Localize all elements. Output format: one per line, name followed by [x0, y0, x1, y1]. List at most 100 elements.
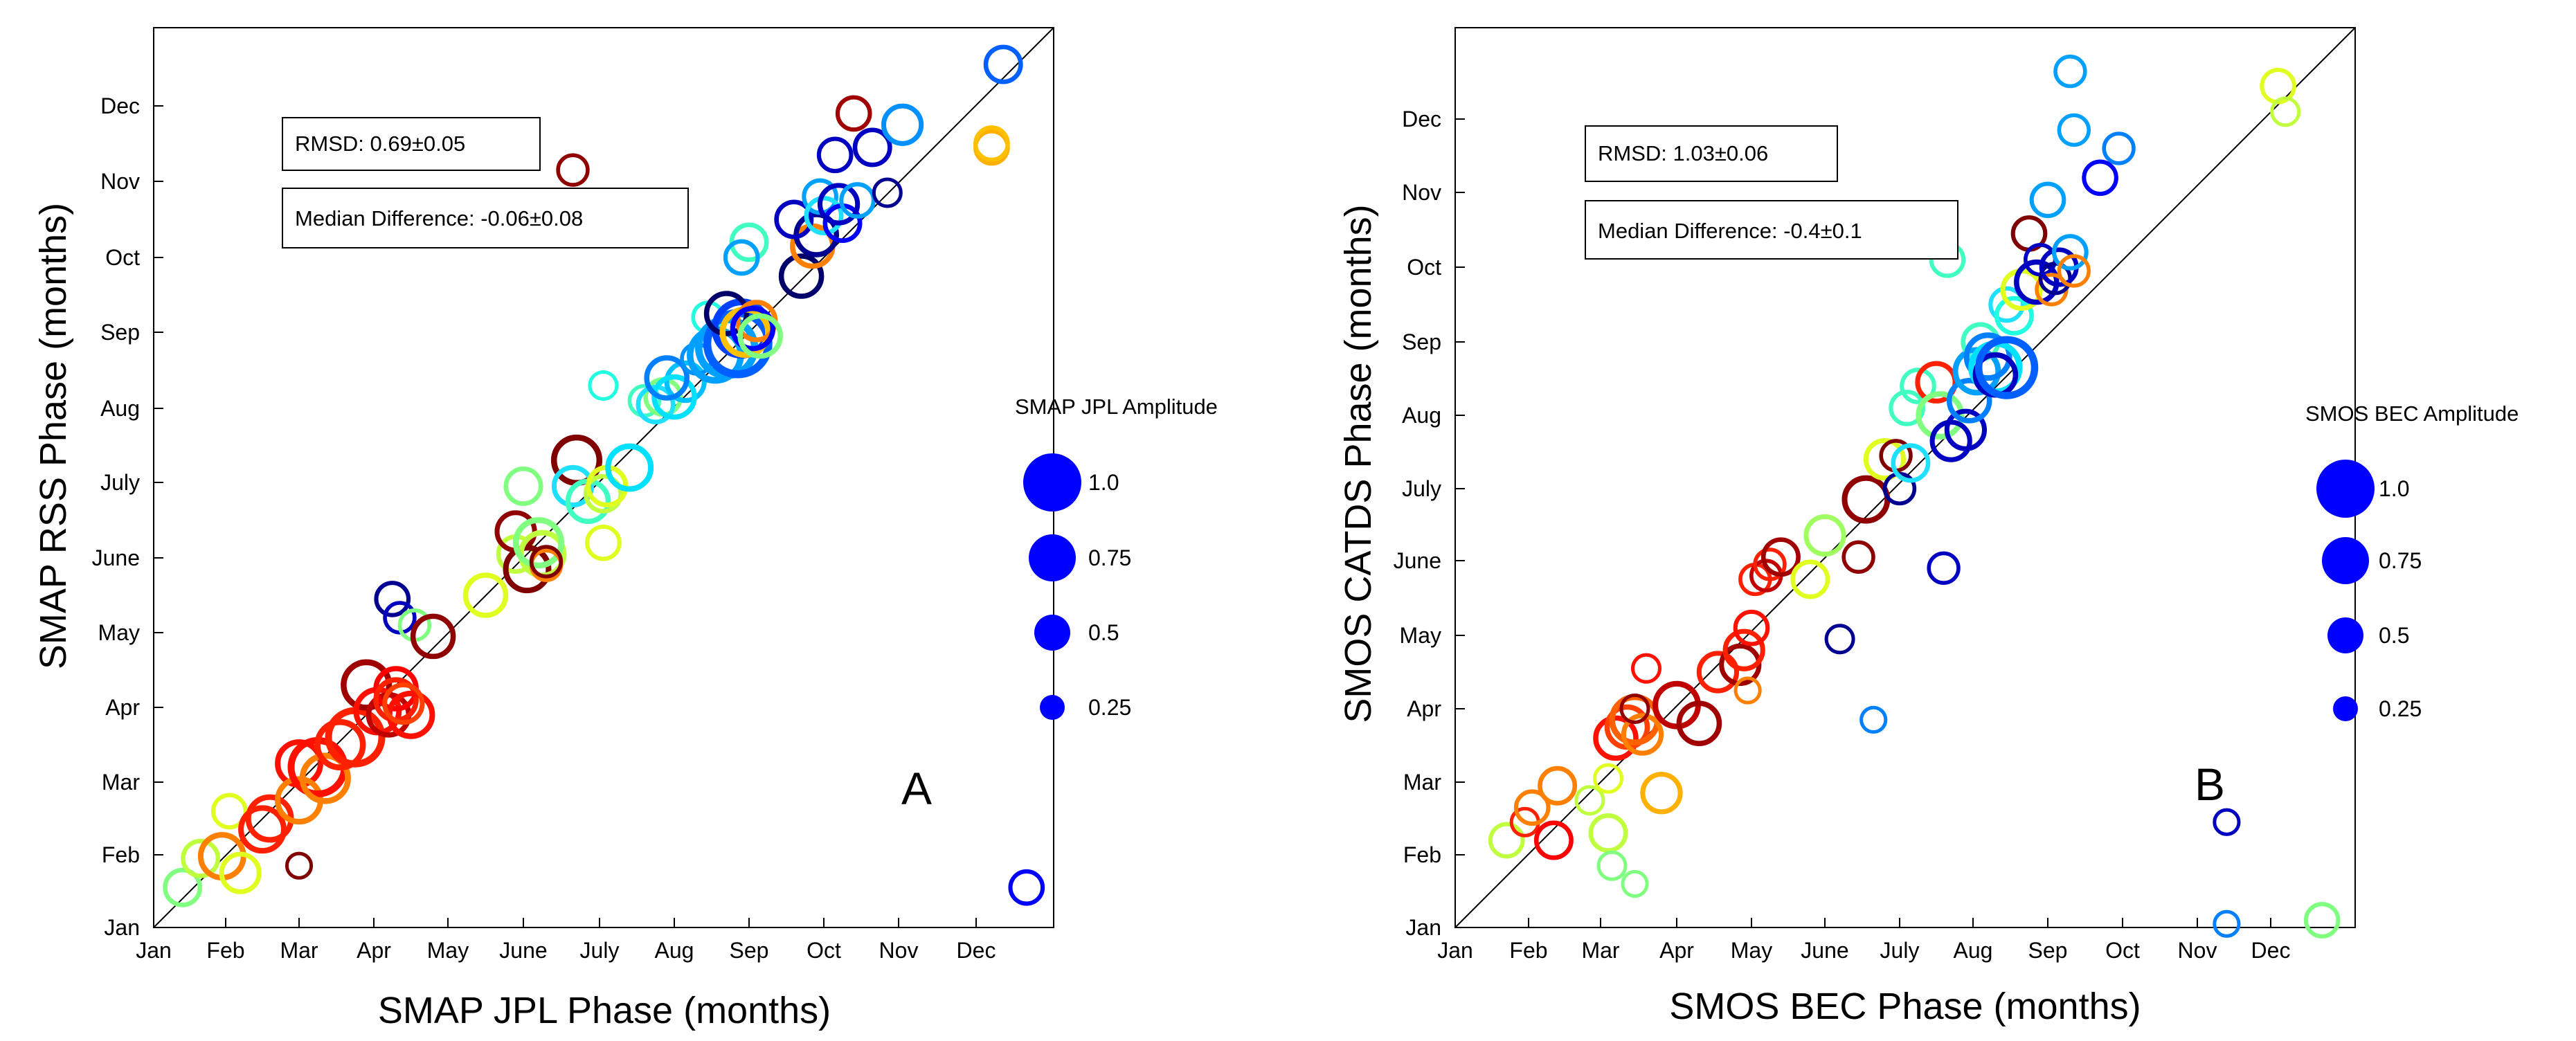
y-tick-label: Nov [1402, 180, 1441, 205]
y-tick-label: Jan [1405, 915, 1441, 940]
scatter-point [299, 752, 351, 804]
x-tick-label: Sep [2028, 938, 2068, 963]
x-tick-label: Nov [2178, 938, 2217, 963]
y-tick-label: Oct [105, 245, 140, 270]
scatter-point [219, 851, 262, 894]
scatter-point [1696, 651, 1740, 694]
scatter-point [1915, 361, 1958, 404]
scatter-point [839, 182, 876, 219]
rmsd-box [1585, 125, 1838, 182]
legend-size-marker [1040, 695, 1065, 720]
y-tick-label: Oct [1407, 255, 1441, 280]
x-tick-label: Sep [730, 938, 769, 963]
median-text: Median Difference: -0.4±0.1 [1598, 219, 1862, 243]
scatter-point [1974, 336, 2039, 399]
y-tick-label: Apr [1407, 696, 1441, 721]
y-tick-label: Feb [102, 842, 140, 867]
y-axis-title: SMOS CATDS Phase (months) [1337, 204, 1379, 723]
legend-size-label: 0.5 [2379, 623, 2409, 648]
legend-size-marker [2322, 537, 2369, 584]
scatter-point [651, 374, 697, 420]
scatter-point [1592, 763, 1624, 794]
scatter-point [2052, 234, 2089, 271]
y-tick-label: Jan [104, 915, 140, 940]
scatter-point [1790, 559, 1830, 599]
scatter-point [778, 253, 825, 299]
panel-a: Jan Feb Mar Apr May June July Aug Sep Oct Nov Dec Ja… [33, 27, 1218, 1031]
x-tick-label: Aug [655, 938, 694, 963]
legend-size-label: 1.0 [2379, 476, 2409, 501]
scatter-point [529, 545, 564, 579]
x-tick-label: June [1801, 938, 1848, 963]
scatter-point [1927, 551, 1961, 585]
scatter-point [1753, 547, 1787, 581]
legend-size-label: 0.25 [1088, 695, 1131, 720]
scatter-point [1676, 700, 1722, 746]
x-tick-label: July [1880, 938, 1920, 963]
scatter-point [1513, 789, 1551, 826]
rmsd-text: RMSD: 1.03±0.06 [1598, 141, 1768, 165]
y-tick-label: Dec [1402, 107, 1441, 132]
median-text: Median Difference: -0.06±0.08 [295, 206, 583, 230]
x-tick-label: Apr [357, 938, 391, 963]
y-tick-label: May [1400, 623, 1441, 648]
panel-letter: B [2195, 759, 2225, 810]
x-tick-label: July [580, 938, 620, 963]
scatter-point [730, 305, 776, 352]
scatter-point [816, 136, 854, 174]
scatter-point [852, 127, 892, 168]
scatter-point [382, 682, 425, 725]
scatter-point [181, 838, 221, 878]
legend: SMAP JPL Amplitude 1.0 0.75 0.5 0.25 [1015, 395, 1218, 720]
y-axis-title: SMAP RSS Phase (months) [33, 203, 74, 669]
scatter-point [462, 572, 509, 618]
scatter-point [703, 291, 750, 336]
legend: SMOS BEC Amplitude 1.0 0.75 0.5 0.25 [2305, 401, 2519, 721]
scatter-point [512, 517, 565, 569]
y-tick-label: July [100, 470, 140, 495]
scatter-point [1596, 850, 1628, 881]
scatter-point [1621, 869, 1649, 898]
scatter-point [210, 793, 248, 830]
scatter-point [2053, 54, 2087, 89]
scatter-point [1722, 628, 1765, 671]
scatter-point [723, 239, 760, 276]
x-tick-label: Apr [1659, 938, 1694, 963]
scatter-point [774, 199, 814, 239]
legend-size-marker [2327, 617, 2363, 653]
scatter-point [1841, 475, 1891, 524]
scatter-point [2057, 254, 2091, 288]
scatter-point [605, 443, 654, 492]
y-tick-label: Sep [100, 320, 140, 345]
legend-size-marker [1034, 615, 1070, 651]
y-tick-label: Dec [100, 93, 140, 118]
x-tick-label: Oct [2105, 938, 2140, 963]
scatter-point [2303, 902, 2341, 939]
y-tick-label: Aug [1402, 403, 1441, 428]
scatter-point [341, 659, 393, 711]
scatter-points [1488, 54, 2341, 939]
scatter-point [835, 95, 872, 132]
scatter-point [2057, 113, 2091, 147]
scatter-point [410, 613, 456, 660]
scatter-point [1944, 408, 1988, 451]
scatter-point [664, 360, 707, 404]
scatter-point [285, 851, 314, 880]
scatter-point [1588, 813, 1628, 853]
scatter-point [1900, 368, 1936, 404]
scatter-point [1593, 715, 1639, 761]
scatter-point [163, 867, 203, 907]
x-tick-label: Dec [2251, 938, 2291, 963]
legend-size-marker [2333, 696, 2358, 721]
y-tick-label: Aug [100, 396, 140, 421]
scatter-point [804, 196, 844, 235]
scatter-point [983, 44, 1023, 84]
scatter-point [1891, 443, 1931, 483]
legend-title: SMAP JPL Amplitude [1015, 395, 1218, 419]
scatter-point [585, 524, 622, 561]
scatter-point [2014, 259, 2060, 305]
scatter-point [2213, 808, 2241, 836]
scatter-point [817, 183, 861, 226]
scatter-point [2102, 132, 2136, 165]
